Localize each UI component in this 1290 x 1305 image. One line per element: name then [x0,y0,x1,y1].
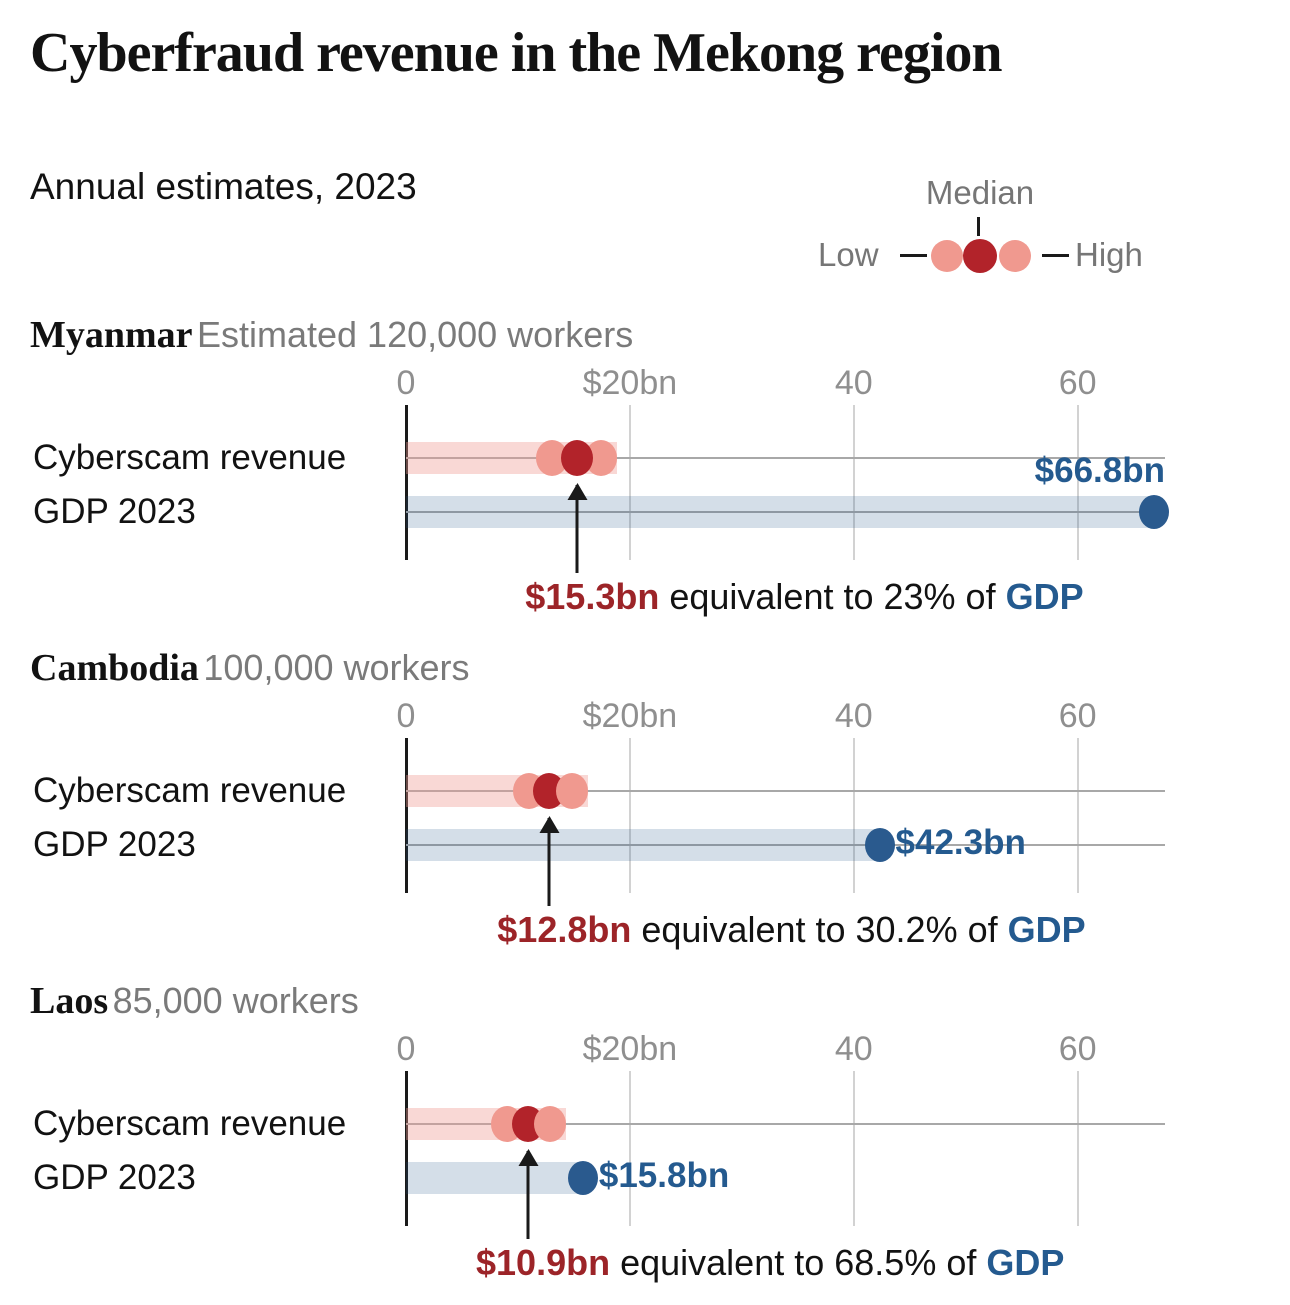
chart-subtitle: Annual estimates, 2023 [30,166,417,207]
x-axis-tick-0: 0 [396,697,416,735]
x-axis-tick-40: 40 [834,1030,873,1068]
x-axis-tick-20: $20bn [582,364,678,402]
median-arrow [575,485,579,573]
gdp-dot [567,1161,598,1195]
legend-low-dot-icon [931,240,963,272]
x-axis-tick-60: 60 [1058,364,1097,402]
gdp-value-label: $15.8bn [598,1156,730,1195]
panel-myanmar: Myanmar Estimated 120,000 workers 0 $20b… [0,312,1290,627]
high-estimate-dot [555,773,588,809]
x-axis-tick-40: 40 [834,697,873,735]
cyberscam-row-line [406,790,1165,792]
annotation-median-value: $12.8bn [497,909,632,950]
country-name: Laos [30,980,109,1022]
x-axis-tick-0: 0 [396,364,416,402]
gridline-40bn [852,405,855,560]
row-label-cyberscam-revenue: Cyberscam revenue [33,438,347,477]
legend: Median Low High [818,174,1198,286]
annotation-equivalent-text: equivalent to 68.5% of [610,1242,987,1283]
zero-axis-line [405,1071,408,1226]
gdp-value-label: $42.3bn [895,823,1026,862]
row-label-gdp-2023: GDP 2023 [33,825,196,864]
plot-area: $15.8bn $10.9bn equivalent to 68.5% of G… [405,1071,1165,1283]
legend-high-dash [1042,254,1069,257]
legend-high-label: High [1075,236,1143,273]
x-axis-labels: 0 $20bn 40 60 [397,697,1165,741]
plot-area: $42.3bn $12.8bn equivalent to 30.2% of G… [405,738,1165,950]
annotation-equivalent-text: equivalent to 30.2% of [631,909,1008,950]
panel-laos: Laos 85,000 workers 0 $20bn 40 60 Cybers… [0,978,1290,1293]
x-axis-tick-60: 60 [1058,1030,1097,1068]
cyberscam-row-line [406,1123,1165,1125]
median-annotation: $10.9bn equivalent to 68.5% of GDP [476,1240,1064,1286]
annotation-median-value: $15.3bn [525,576,660,617]
row-label-gdp-2023: GDP 2023 [33,492,196,531]
gdp-row-line [406,844,1165,846]
legend-low-label: Low [818,236,879,273]
gridline-20bn [628,405,631,560]
gdp-dot [1138,495,1169,529]
row-label-cyberscam-revenue: Cyberscam revenue [33,771,347,810]
high-estimate-dot [534,1106,567,1142]
x-axis-tick-40: 40 [834,364,873,402]
x-axis-tick-20: $20bn [582,1030,678,1068]
workers-estimate: 85,000 workers [112,980,359,1021]
gdp-band [406,1162,583,1194]
gridline-60bn [1076,1071,1079,1226]
gridline-60bn [1076,738,1079,893]
workers-estimate: Estimated 120,000 workers [196,314,634,355]
workers-estimate: 100,000 workers [203,647,470,688]
panel-cambodia: Cambodia 100,000 workers 0 $20bn 40 60 C… [0,645,1290,960]
panel-header: Laos 85,000 workers [30,978,359,1032]
annotation-gdp-word: GDP [986,1242,1065,1283]
gridline-20bn [628,738,631,893]
annotation-equivalent-text: equivalent to 23% of [659,576,1006,617]
annotation-median-value: $10.9bn [476,1242,611,1283]
legend-median-pointer-line [977,217,980,236]
median-arrow [547,818,551,906]
gridline-60bn [1076,405,1079,560]
x-axis-tick-20: $20bn [582,697,678,735]
gridline-40bn [852,1071,855,1226]
country-name: Cambodia [30,647,199,689]
median-annotation: $12.8bn equivalent to 30.2% of GDP [497,907,1085,953]
gdp-value-label: $66.8bn [1034,451,1165,490]
x-axis-labels: 0 $20bn 40 60 [397,364,1165,408]
chart-title: Cyberfraud revenue in the Mekong region [30,22,1003,84]
panel-header: Cambodia 100,000 workers [30,645,470,699]
x-axis-tick-60: 60 [1058,697,1097,735]
gridline-40bn [852,738,855,893]
annotation-gdp-word: GDP [1007,909,1086,950]
country-name: Myanmar [30,314,193,356]
median-estimate-dot [561,440,594,476]
median-annotation: $15.3bn equivalent to 23% of GDP [525,574,1083,620]
gdp-band [406,496,1154,528]
legend-median-dot-icon [963,239,997,273]
panel-header: Myanmar Estimated 120,000 workers [30,312,633,366]
cyberscam-row-line [406,457,1165,459]
zero-axis-line [405,405,408,560]
median-arrow [526,1151,530,1239]
gdp-band [406,829,880,861]
gdp-row-line [406,511,1165,513]
legend-high-dot-icon [999,240,1031,272]
plot-area: $66.8bn $15.3bn equivalent to 23% of GDP [405,405,1169,617]
gridline-20bn [628,1071,631,1226]
gdp-dot [864,828,895,862]
x-axis-tick-0: 0 [396,1030,416,1068]
row-label-gdp-2023: GDP 2023 [33,1158,196,1197]
annotation-gdp-word: GDP [1005,576,1084,617]
legend-low-dash [900,254,927,257]
legend-median-label: Median [925,174,1035,211]
row-label-cyberscam-revenue: Cyberscam revenue [33,1104,347,1143]
x-axis-labels: 0 $20bn 40 60 [397,1030,1165,1074]
zero-axis-line [405,738,408,893]
